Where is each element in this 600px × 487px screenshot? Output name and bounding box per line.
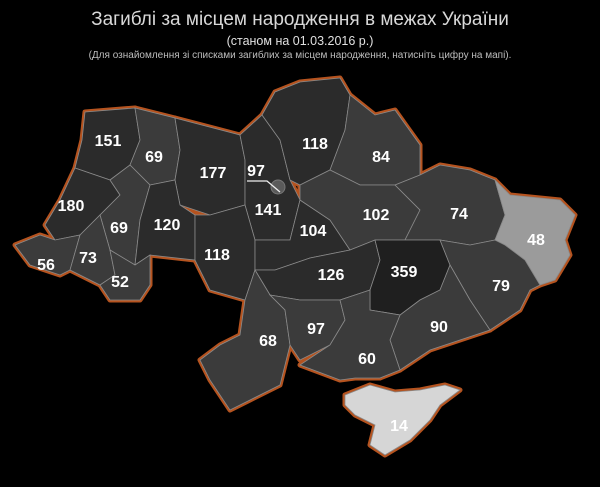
region-value-volyn[interactable]: 151 xyxy=(95,133,122,150)
region-value-cherkasy[interactable]: 104 xyxy=(300,223,327,240)
region-labels: 151 69 177 97 141 118 84 180 69 120 118 104 102 74 48 5… xyxy=(37,133,545,435)
page-title: Загиблі за місцем народження в межах Укр… xyxy=(91,9,509,30)
region-value-kharkiv[interactable]: 74 xyxy=(450,206,468,223)
region-value-zhytomyr[interactable]: 177 xyxy=(200,165,227,182)
region-value-zakarpattia[interactable]: 56 xyxy=(37,257,55,274)
region-value-chernivtsi[interactable]: 52 xyxy=(111,274,129,291)
region-value-odesa[interactable]: 68 xyxy=(259,333,277,350)
region-chernivtsi[interactable] xyxy=(99,249,151,301)
region-value-kherson[interactable]: 60 xyxy=(358,351,376,368)
region-value-lviv[interactable]: 180 xyxy=(58,198,85,215)
region-value-sumy[interactable]: 84 xyxy=(372,149,390,166)
region-value-poltava[interactable]: 102 xyxy=(363,207,390,224)
region-crimea[interactable] xyxy=(344,384,461,456)
region-value-ivano-frankivsk[interactable]: 73 xyxy=(79,250,97,267)
region-kherson[interactable] xyxy=(299,289,401,381)
region-value-chernihiv[interactable]: 118 xyxy=(302,136,328,153)
region-value-zaporizhzhia[interactable]: 90 xyxy=(430,319,448,336)
region-value-kirovohrad[interactable]: 126 xyxy=(318,267,345,284)
region-value-ternopil[interactable]: 69 xyxy=(110,220,128,237)
region-value-mykolaiv[interactable]: 97 xyxy=(307,321,325,338)
region-value-kyiv-city[interactable]: 97 xyxy=(247,163,265,180)
page-subtitle: (станом на 01.03.2016 р.) xyxy=(226,34,374,48)
kyiv-city-leader-line xyxy=(247,180,281,193)
kyiv-city-circle[interactable] xyxy=(270,179,286,195)
region-value-vinnytsia[interactable]: 118 xyxy=(204,247,230,264)
region-value-luhansk[interactable]: 48 xyxy=(527,232,545,249)
regions xyxy=(14,77,576,456)
region-value-khmelnytskyi[interactable]: 120 xyxy=(154,217,181,234)
kyiv-city-marker xyxy=(247,179,286,195)
region-value-rivne[interactable]: 69 xyxy=(145,149,163,166)
region-value-dnipropetrovsk[interactable]: 359 xyxy=(391,264,418,281)
instruction-note: (Для ознайомлення зі списками загиблих з… xyxy=(88,50,512,61)
region-value-donetsk[interactable]: 79 xyxy=(492,278,510,295)
region-value-kyiv[interactable]: 141 xyxy=(255,202,282,219)
region-value-crimea[interactable]: 14 xyxy=(390,418,408,435)
